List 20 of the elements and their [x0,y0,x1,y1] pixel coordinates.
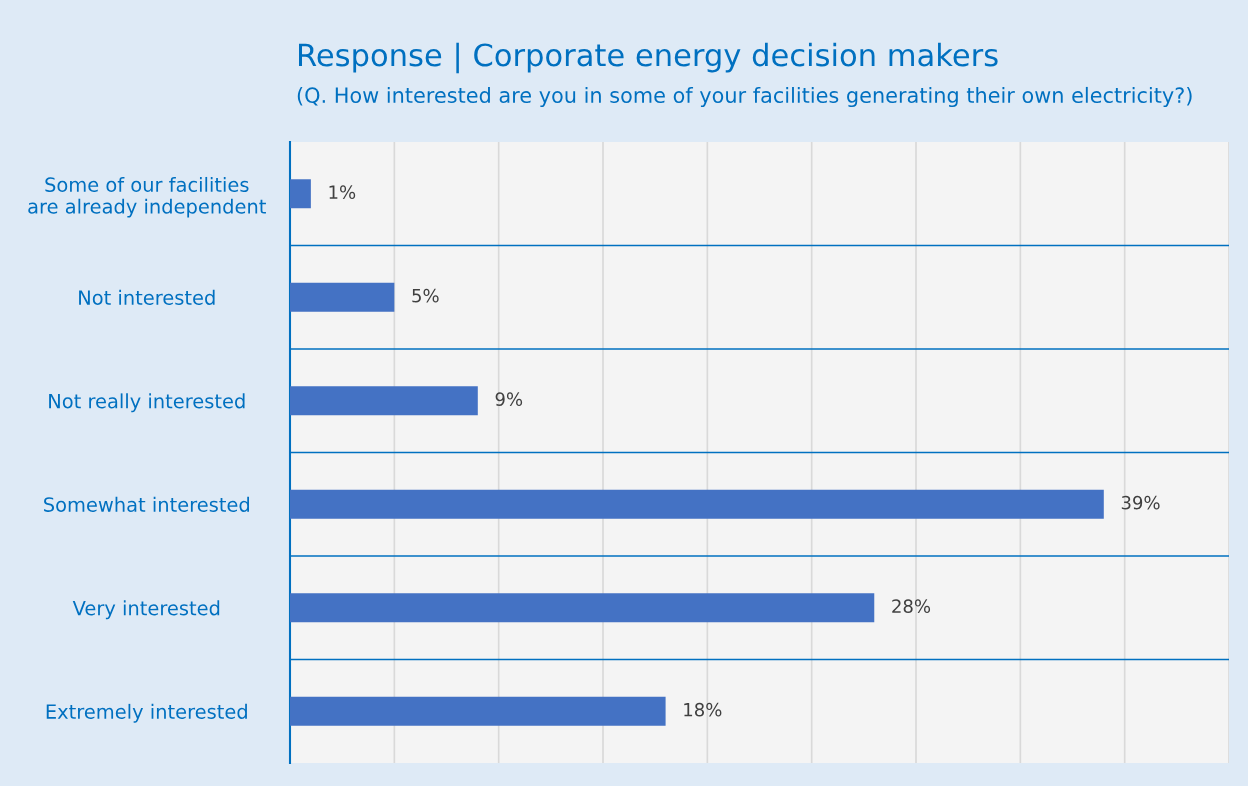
data-label: 39% [1121,495,1160,510]
bar [290,179,311,209]
bar [290,282,395,312]
data-label: 18% [684,702,722,717]
data-label: 28% [892,599,931,613]
y-tick-label: Not interested [79,289,215,305]
data-label: 5% [412,288,439,303]
y-tick-label: Very interested [72,600,220,620]
y-tick-label: Not really interested [49,393,245,413]
chart-title: Response | Corporate energy decision makers [299,42,998,74]
chart-subtitle: (Q. How interested are you in some of your facilities generating their own electricity?) [297,86,1192,108]
y-tick-label: Somewhat interested [44,496,249,512]
data-label: 9% [495,392,523,406]
bar [290,386,478,416]
y-tick-label: Extremely interested [46,703,247,723]
bar [290,489,1104,519]
data-label: 1% [329,185,356,199]
y-tick-label: Some of our facilities are already independent [28,176,266,218]
bar [290,696,666,726]
bar [290,593,875,623]
